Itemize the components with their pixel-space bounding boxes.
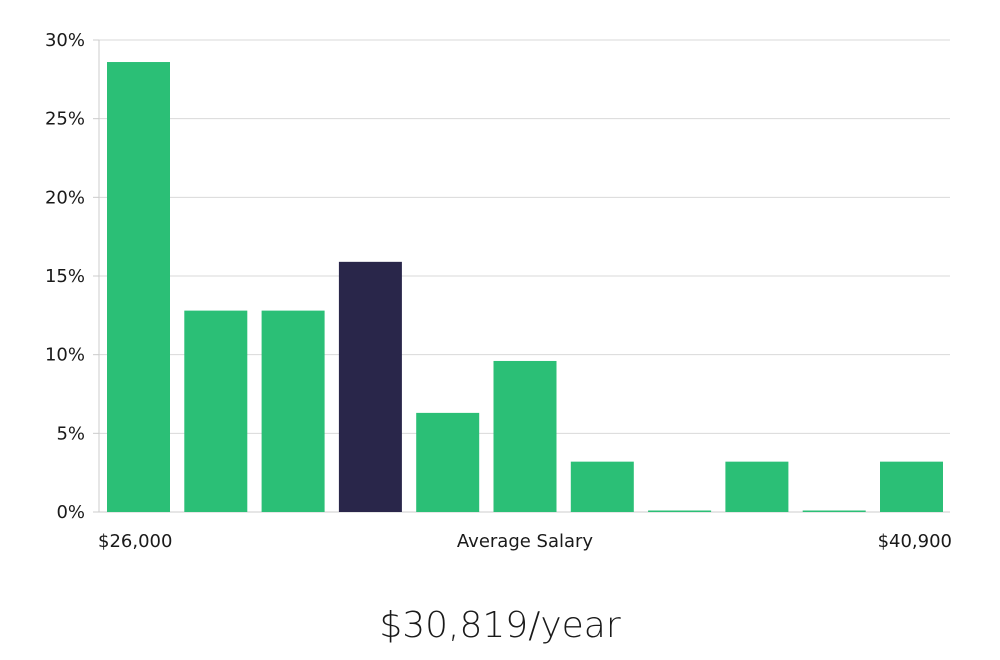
x-min-label: $26,000 bbox=[98, 531, 172, 552]
bar bbox=[493, 360, 557, 512]
salary-distribution-chart: 0% 5% 10% 15% 20% 25% 30% $26,000 Average Sala… bbox=[45, 30, 952, 552]
bar bbox=[107, 62, 170, 512]
bar bbox=[648, 510, 712, 512]
y-tick-label: 30% bbox=[45, 30, 85, 51]
x-max-label: $40,900 bbox=[878, 531, 952, 552]
y-axis-ticks: 0% 5% 10% 15% 20% 25% 30% bbox=[45, 30, 99, 523]
average-salary-value: $30,819/year bbox=[379, 605, 621, 646]
x-axis-title: Average Salary bbox=[457, 531, 594, 552]
y-tick-label: 0% bbox=[56, 502, 85, 523]
y-tick-label: 10% bbox=[45, 345, 85, 366]
bar bbox=[725, 461, 789, 512]
bars bbox=[107, 62, 943, 512]
y-tick-label: 20% bbox=[45, 187, 85, 208]
y-tick-label: 5% bbox=[56, 423, 85, 444]
y-tick-label: 25% bbox=[45, 109, 85, 130]
y-tick-label: 15% bbox=[45, 266, 85, 287]
bar bbox=[570, 461, 634, 512]
bar-highlighted bbox=[338, 261, 402, 512]
bar bbox=[261, 310, 325, 512]
bar bbox=[880, 461, 943, 512]
bar bbox=[802, 510, 866, 512]
bar bbox=[416, 412, 480, 512]
bar bbox=[184, 310, 248, 512]
